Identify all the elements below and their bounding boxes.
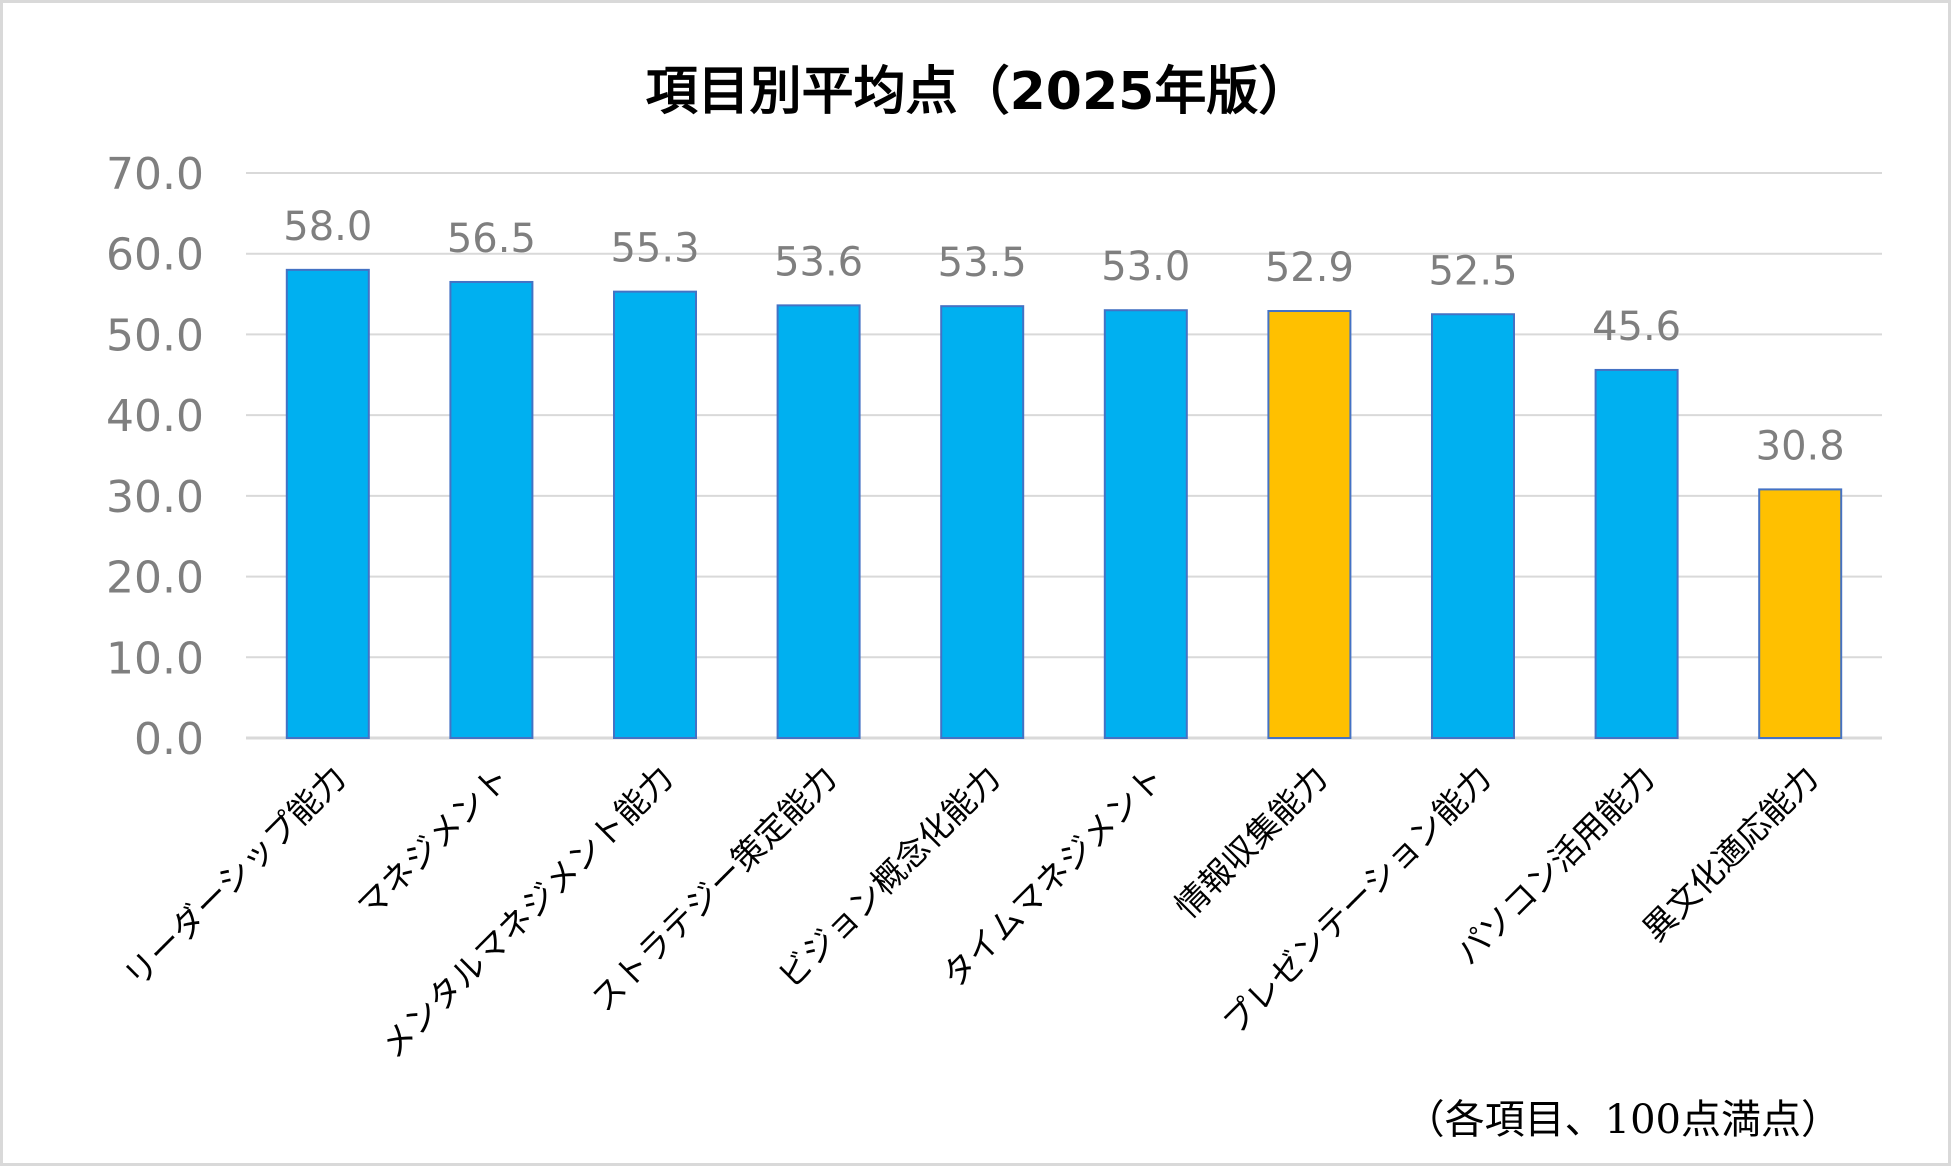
y-tick-label: 30.0 [106, 472, 204, 523]
y-tick-label: 50.0 [106, 310, 204, 361]
x-tick-label: 異文化適応能力 [1635, 758, 1826, 949]
bar [1103, 309, 1188, 739]
y-tick-label: 70.0 [106, 149, 204, 200]
x-tick-label: リーダーシップ能力 [116, 758, 353, 995]
data-label: 52.5 [1428, 248, 1517, 294]
bar [940, 305, 1025, 739]
bar [1594, 368, 1679, 739]
footnote: （各項目、100点満点） [1405, 1097, 1841, 1143]
y-tick-label: 20.0 [106, 553, 204, 604]
x-tick-label: プレゼンテーション能力 [1215, 758, 1499, 1042]
data-label: 30.8 [1756, 423, 1845, 469]
y-tick-label: 10.0 [106, 633, 204, 684]
y-tick-label: 60.0 [106, 230, 204, 281]
y-tick-label: 0.0 [134, 714, 204, 765]
data-label: 56.5 [447, 216, 536, 262]
y-tick-label: 40.0 [106, 391, 204, 442]
x-tick-label: マネジメント [349, 758, 517, 926]
x-tick-label: メンタルマネジメント能力 [373, 758, 681, 1066]
bar [1431, 313, 1515, 739]
bar [1267, 310, 1352, 739]
bar [776, 304, 861, 739]
data-label: 53.6 [774, 239, 863, 285]
bar [1758, 488, 1843, 739]
bar-chart: 項目別平均点（2025年版） 0.0 10.0 20.0 30.0 40.0 50.0 60… [106, 62, 1882, 1143]
data-label: 53.5 [938, 240, 1027, 286]
data-label: 52.9 [1265, 245, 1354, 291]
chart-title: 項目別平均点（2025年版） [646, 62, 1311, 122]
data-label: 45.6 [1592, 304, 1681, 350]
bar [449, 280, 534, 739]
bar [613, 290, 697, 739]
data-label: 58.0 [283, 204, 372, 250]
data-label: 55.3 [610, 226, 699, 272]
data-label: 53.0 [1101, 244, 1190, 290]
x-tick-label: 情報収集能力 [1167, 758, 1335, 926]
bar [285, 268, 370, 739]
